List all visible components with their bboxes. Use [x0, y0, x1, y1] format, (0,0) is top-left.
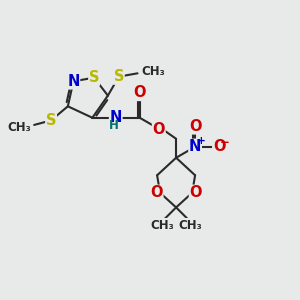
Text: O: O	[189, 119, 201, 134]
Text: O: O	[189, 185, 202, 200]
Text: S: S	[89, 70, 99, 85]
Text: O: O	[213, 139, 225, 154]
Text: CH₃: CH₃	[8, 121, 31, 134]
Text: CH₃: CH₃	[178, 219, 202, 232]
Text: O: O	[152, 122, 165, 137]
Text: N: N	[67, 74, 80, 89]
Text: N: N	[189, 139, 201, 154]
Text: S: S	[46, 113, 56, 128]
Text: +: +	[196, 136, 205, 146]
Text: CH₃: CH₃	[150, 219, 174, 232]
Text: O: O	[134, 85, 146, 100]
Text: H: H	[109, 119, 119, 132]
Text: N: N	[110, 110, 122, 125]
Text: −: −	[219, 136, 229, 148]
Text: S: S	[114, 69, 124, 84]
Text: O: O	[150, 185, 163, 200]
Text: CH₃: CH₃	[141, 65, 165, 78]
